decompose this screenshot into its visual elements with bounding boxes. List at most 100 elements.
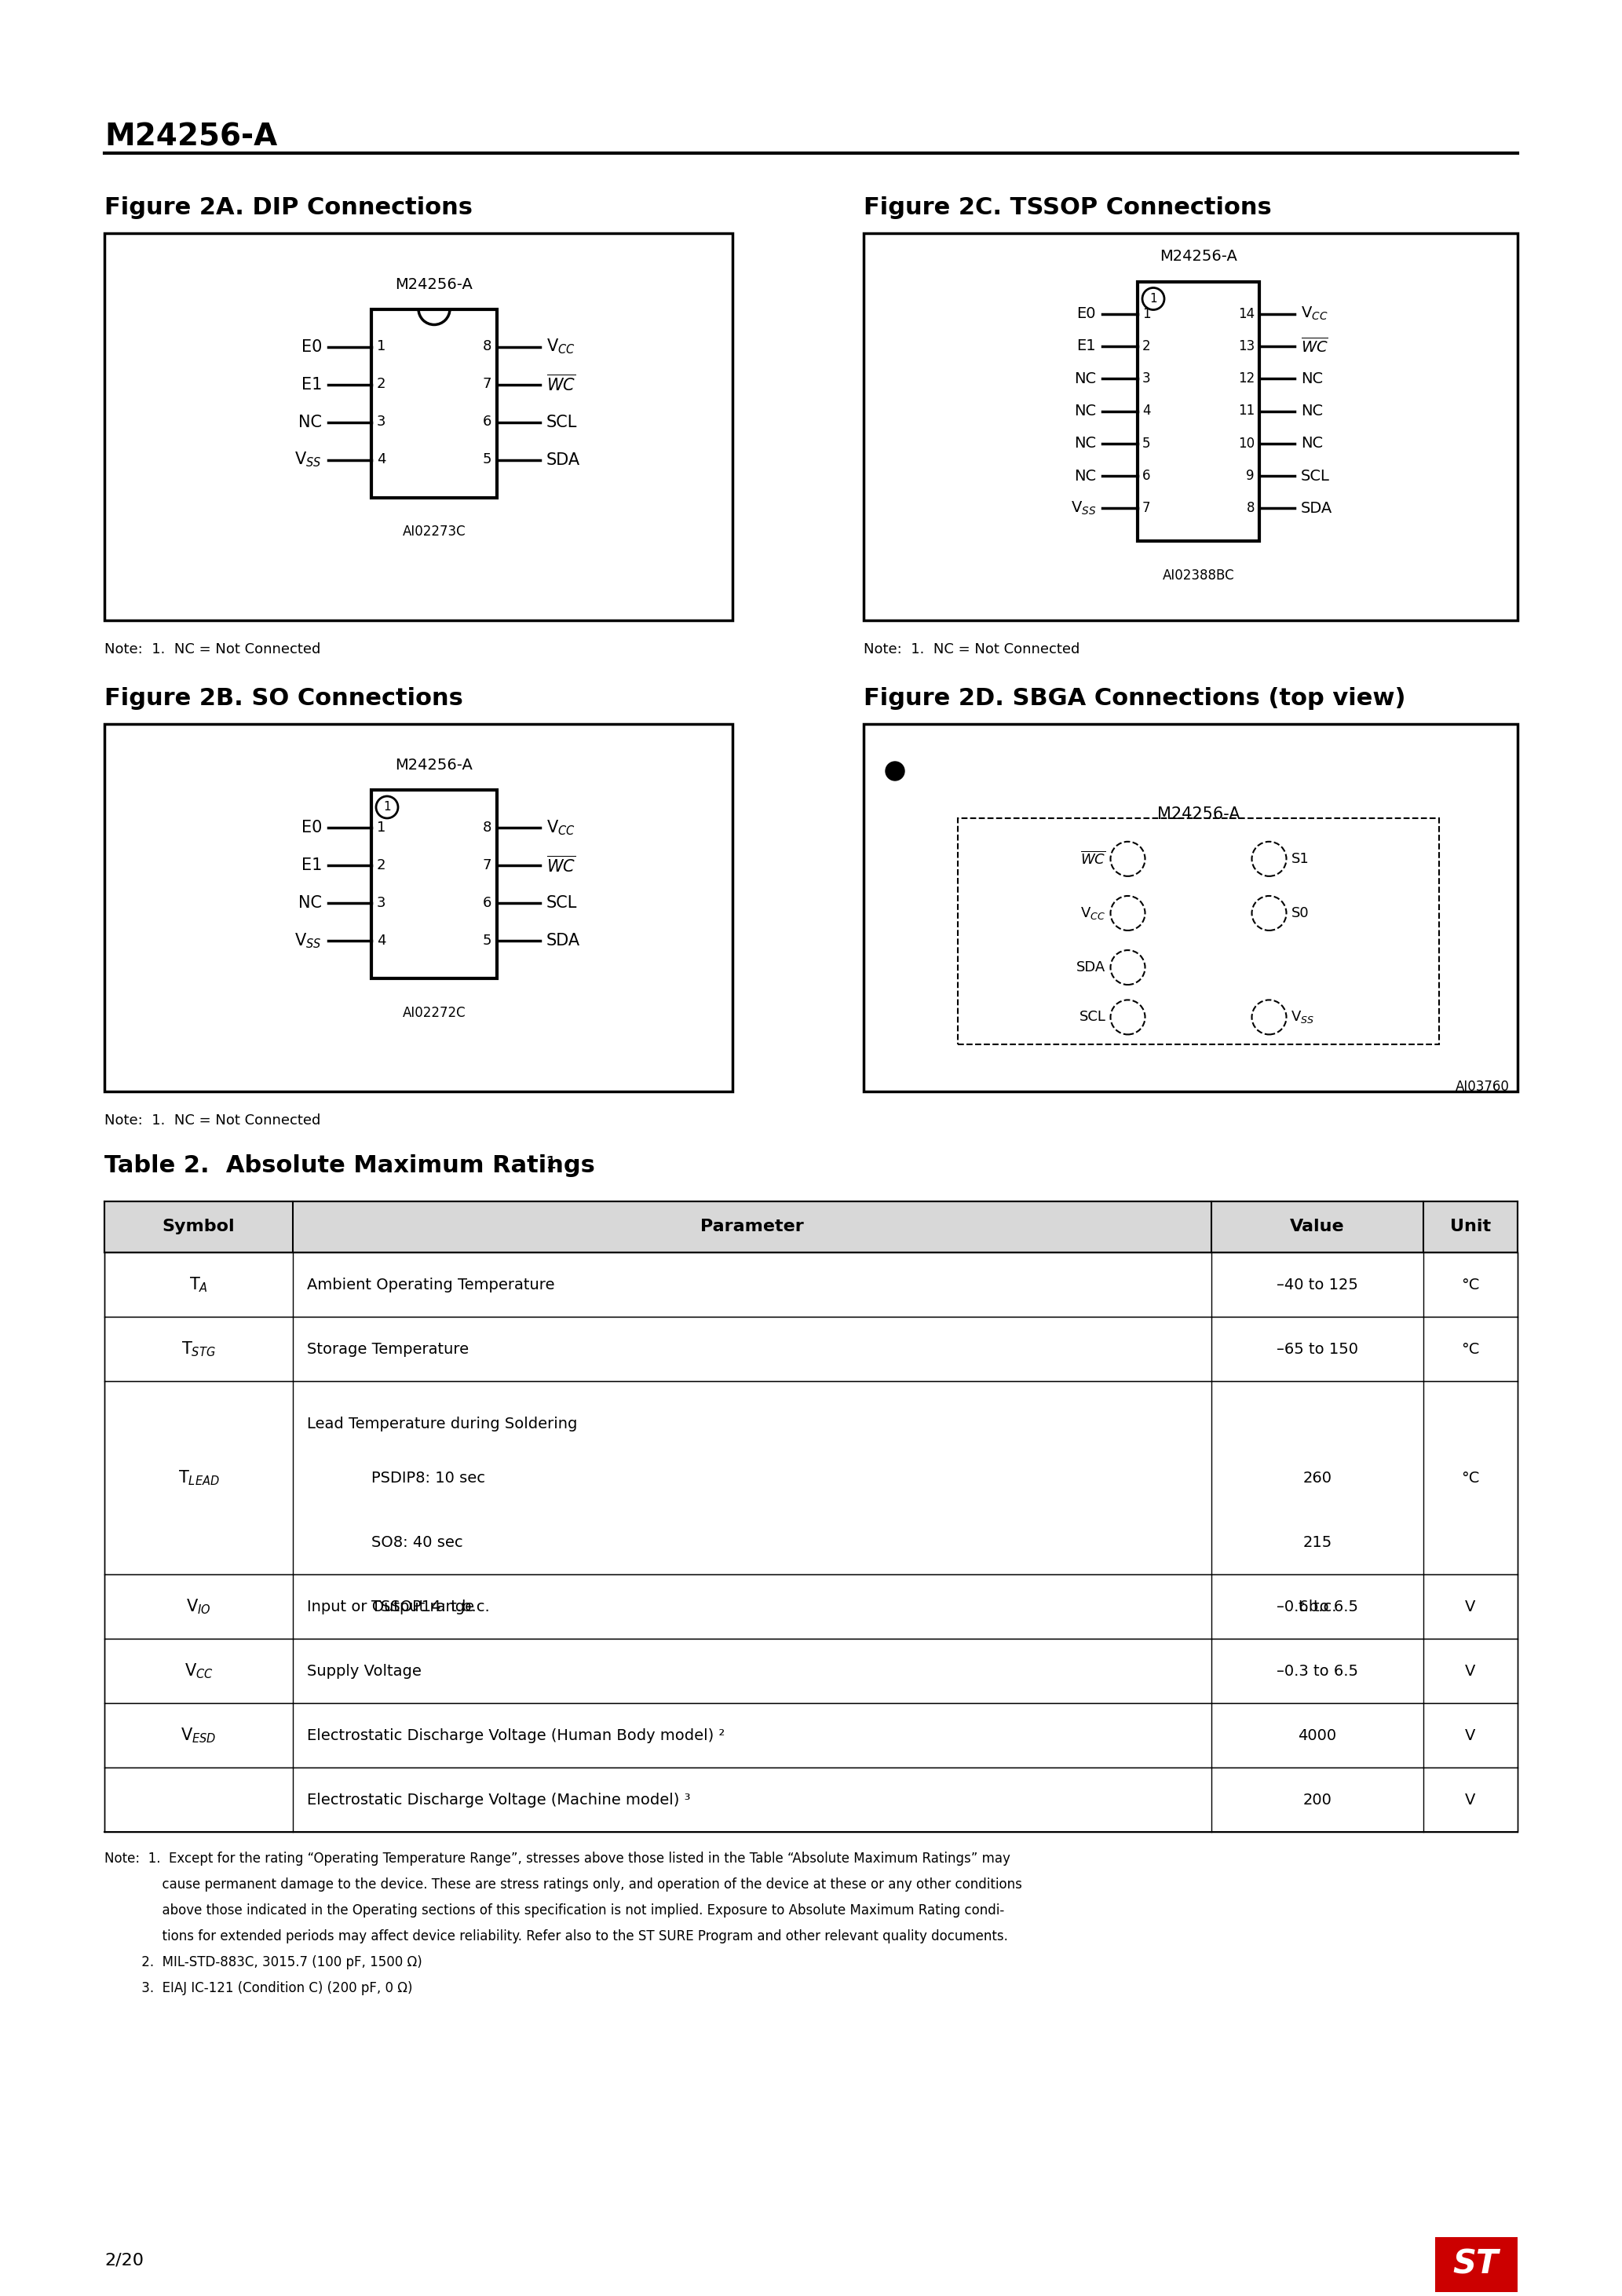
Text: 5: 5 — [482, 934, 491, 948]
Text: PSDIP8: 10 sec: PSDIP8: 10 sec — [371, 1472, 485, 1486]
Text: 1: 1 — [383, 801, 391, 813]
Text: Supply Voltage: Supply Voltage — [307, 1665, 422, 1678]
Bar — [863, 234, 1518, 620]
Text: Value: Value — [1289, 1219, 1345, 1235]
Bar — [1137, 282, 1259, 540]
Text: 1: 1 — [1142, 308, 1150, 321]
Text: 7: 7 — [482, 859, 491, 872]
Text: V: V — [1465, 1598, 1476, 1614]
Text: 4: 4 — [376, 934, 386, 948]
Text: NC: NC — [1301, 404, 1324, 418]
Text: V$_{CC}$: V$_{CC}$ — [1301, 305, 1328, 321]
Text: –65 to 150: –65 to 150 — [1277, 1341, 1358, 1357]
Text: NC: NC — [1301, 436, 1324, 450]
Circle shape — [886, 762, 905, 781]
Text: 200: 200 — [1302, 1793, 1332, 1807]
Text: 260: 260 — [1302, 1472, 1332, 1486]
Text: V: V — [1465, 1729, 1476, 1743]
Text: 13: 13 — [1238, 340, 1254, 354]
Text: E1: E1 — [1077, 340, 1096, 354]
Text: –0.3 to 6.5: –0.3 to 6.5 — [1277, 1665, 1358, 1678]
Text: Figure 2A. DIP Connections: Figure 2A. DIP Connections — [104, 195, 472, 218]
Text: °C: °C — [1461, 1277, 1479, 1293]
Text: SDA: SDA — [547, 452, 581, 468]
Text: Electrostatic Discharge Voltage (Machine model) ³: Electrostatic Discharge Voltage (Machine… — [307, 1793, 691, 1807]
Text: E0: E0 — [302, 340, 321, 354]
Text: T$_{STG}$: T$_{STG}$ — [182, 1341, 216, 1359]
Text: 3: 3 — [376, 416, 386, 429]
Bar — [1435, 2236, 1518, 2291]
Text: Input or Output range: Input or Output range — [307, 1598, 474, 1614]
Text: 6: 6 — [482, 895, 491, 909]
Text: V$_{SS}$: V$_{SS}$ — [295, 932, 321, 951]
Text: SCL: SCL — [1079, 1010, 1106, 1024]
Text: V$_{SS}$: V$_{SS}$ — [1291, 1010, 1315, 1024]
Text: Ambient Operating Temperature: Ambient Operating Temperature — [307, 1277, 555, 1293]
Text: $\overline{WC}$: $\overline{WC}$ — [1301, 338, 1328, 356]
Text: NC: NC — [1301, 372, 1324, 386]
Text: 1: 1 — [540, 1155, 556, 1171]
Text: TSSOP14: t.b.c.: TSSOP14: t.b.c. — [371, 1600, 490, 1614]
Text: Symbol: Symbol — [162, 1219, 235, 1235]
Text: NC: NC — [298, 413, 321, 429]
Text: V$_{ESD}$: V$_{ESD}$ — [180, 1727, 216, 1745]
Text: M24256-A: M24256-A — [1156, 806, 1239, 822]
Text: NC: NC — [1074, 436, 1096, 450]
Text: 9: 9 — [1246, 468, 1254, 482]
Text: V: V — [1465, 1665, 1476, 1678]
Text: M24256-A: M24256-A — [396, 278, 474, 292]
Text: 2: 2 — [376, 859, 386, 872]
Text: Table 2.  Absolute Maximum Ratings: Table 2. Absolute Maximum Ratings — [104, 1155, 595, 1178]
Bar — [863, 723, 1518, 1091]
Text: V$_{SS}$: V$_{SS}$ — [1071, 501, 1096, 517]
Text: Figure 2D. SBGA Connections (top view): Figure 2D. SBGA Connections (top view) — [863, 687, 1406, 709]
Bar — [104, 234, 733, 620]
Text: AI02388BC: AI02388BC — [1163, 567, 1234, 583]
Text: S1: S1 — [1291, 852, 1309, 866]
Text: 5: 5 — [1142, 436, 1150, 450]
Text: –0.6 to 6.5: –0.6 to 6.5 — [1277, 1598, 1358, 1614]
Text: 2/20: 2/20 — [104, 2252, 144, 2268]
Bar — [104, 723, 733, 1091]
Text: AI02272C: AI02272C — [402, 1006, 466, 1019]
Text: 8: 8 — [482, 820, 491, 836]
Bar — [104, 1382, 1518, 1575]
Text: AI02273C: AI02273C — [402, 526, 466, 540]
Text: 2: 2 — [1142, 340, 1150, 354]
Text: S0: S0 — [1291, 907, 1309, 921]
Text: 3: 3 — [376, 895, 386, 909]
Text: Lead Temperature during Soldering: Lead Temperature during Soldering — [307, 1417, 577, 1430]
Text: NC: NC — [298, 895, 321, 912]
Text: ST: ST — [1453, 2248, 1499, 2282]
Text: tions for extended periods may affect device reliability. Refer also to the ST S: tions for extended periods may affect de… — [104, 1929, 1007, 1942]
Text: 12: 12 — [1238, 372, 1254, 386]
Text: T$_{LEAD}$: T$_{LEAD}$ — [178, 1469, 219, 1488]
Text: 4: 4 — [1142, 404, 1150, 418]
Text: V$_{CC}$: V$_{CC}$ — [547, 817, 576, 838]
Text: SCL: SCL — [1301, 468, 1330, 482]
Text: 6: 6 — [482, 416, 491, 429]
Text: E1: E1 — [302, 377, 321, 393]
Text: 1: 1 — [1150, 294, 1156, 305]
Text: V$_{CC}$: V$_{CC}$ — [1080, 905, 1106, 921]
Text: 8: 8 — [482, 340, 491, 354]
Text: 4: 4 — [376, 452, 386, 466]
Bar — [371, 310, 496, 498]
Bar — [104, 1318, 1518, 1382]
Text: NC: NC — [1074, 404, 1096, 418]
Text: 7: 7 — [1142, 501, 1150, 514]
Text: Figure 2B. SO Connections: Figure 2B. SO Connections — [104, 687, 464, 709]
Text: 6: 6 — [1142, 468, 1150, 482]
Bar — [104, 1575, 1518, 1639]
Text: °C: °C — [1461, 1469, 1479, 1486]
Text: Unit: Unit — [1450, 1219, 1491, 1235]
Text: M24256-A: M24256-A — [1160, 250, 1238, 264]
Text: SO8: 40 sec: SO8: 40 sec — [371, 1536, 462, 1550]
Text: M24256-A: M24256-A — [396, 758, 474, 774]
Text: V$_{IO}$: V$_{IO}$ — [187, 1598, 211, 1616]
Text: Note:  1.  NC = Not Connected: Note: 1. NC = Not Connected — [104, 1114, 321, 1127]
Text: V: V — [1465, 1793, 1476, 1807]
Text: E0: E0 — [302, 820, 321, 836]
Text: cause permanent damage to the device. These are stress ratings only, and operati: cause permanent damage to the device. Th… — [104, 1878, 1022, 1892]
Text: Electrostatic Discharge Voltage (Human Body model) ²: Electrostatic Discharge Voltage (Human B… — [307, 1729, 725, 1743]
